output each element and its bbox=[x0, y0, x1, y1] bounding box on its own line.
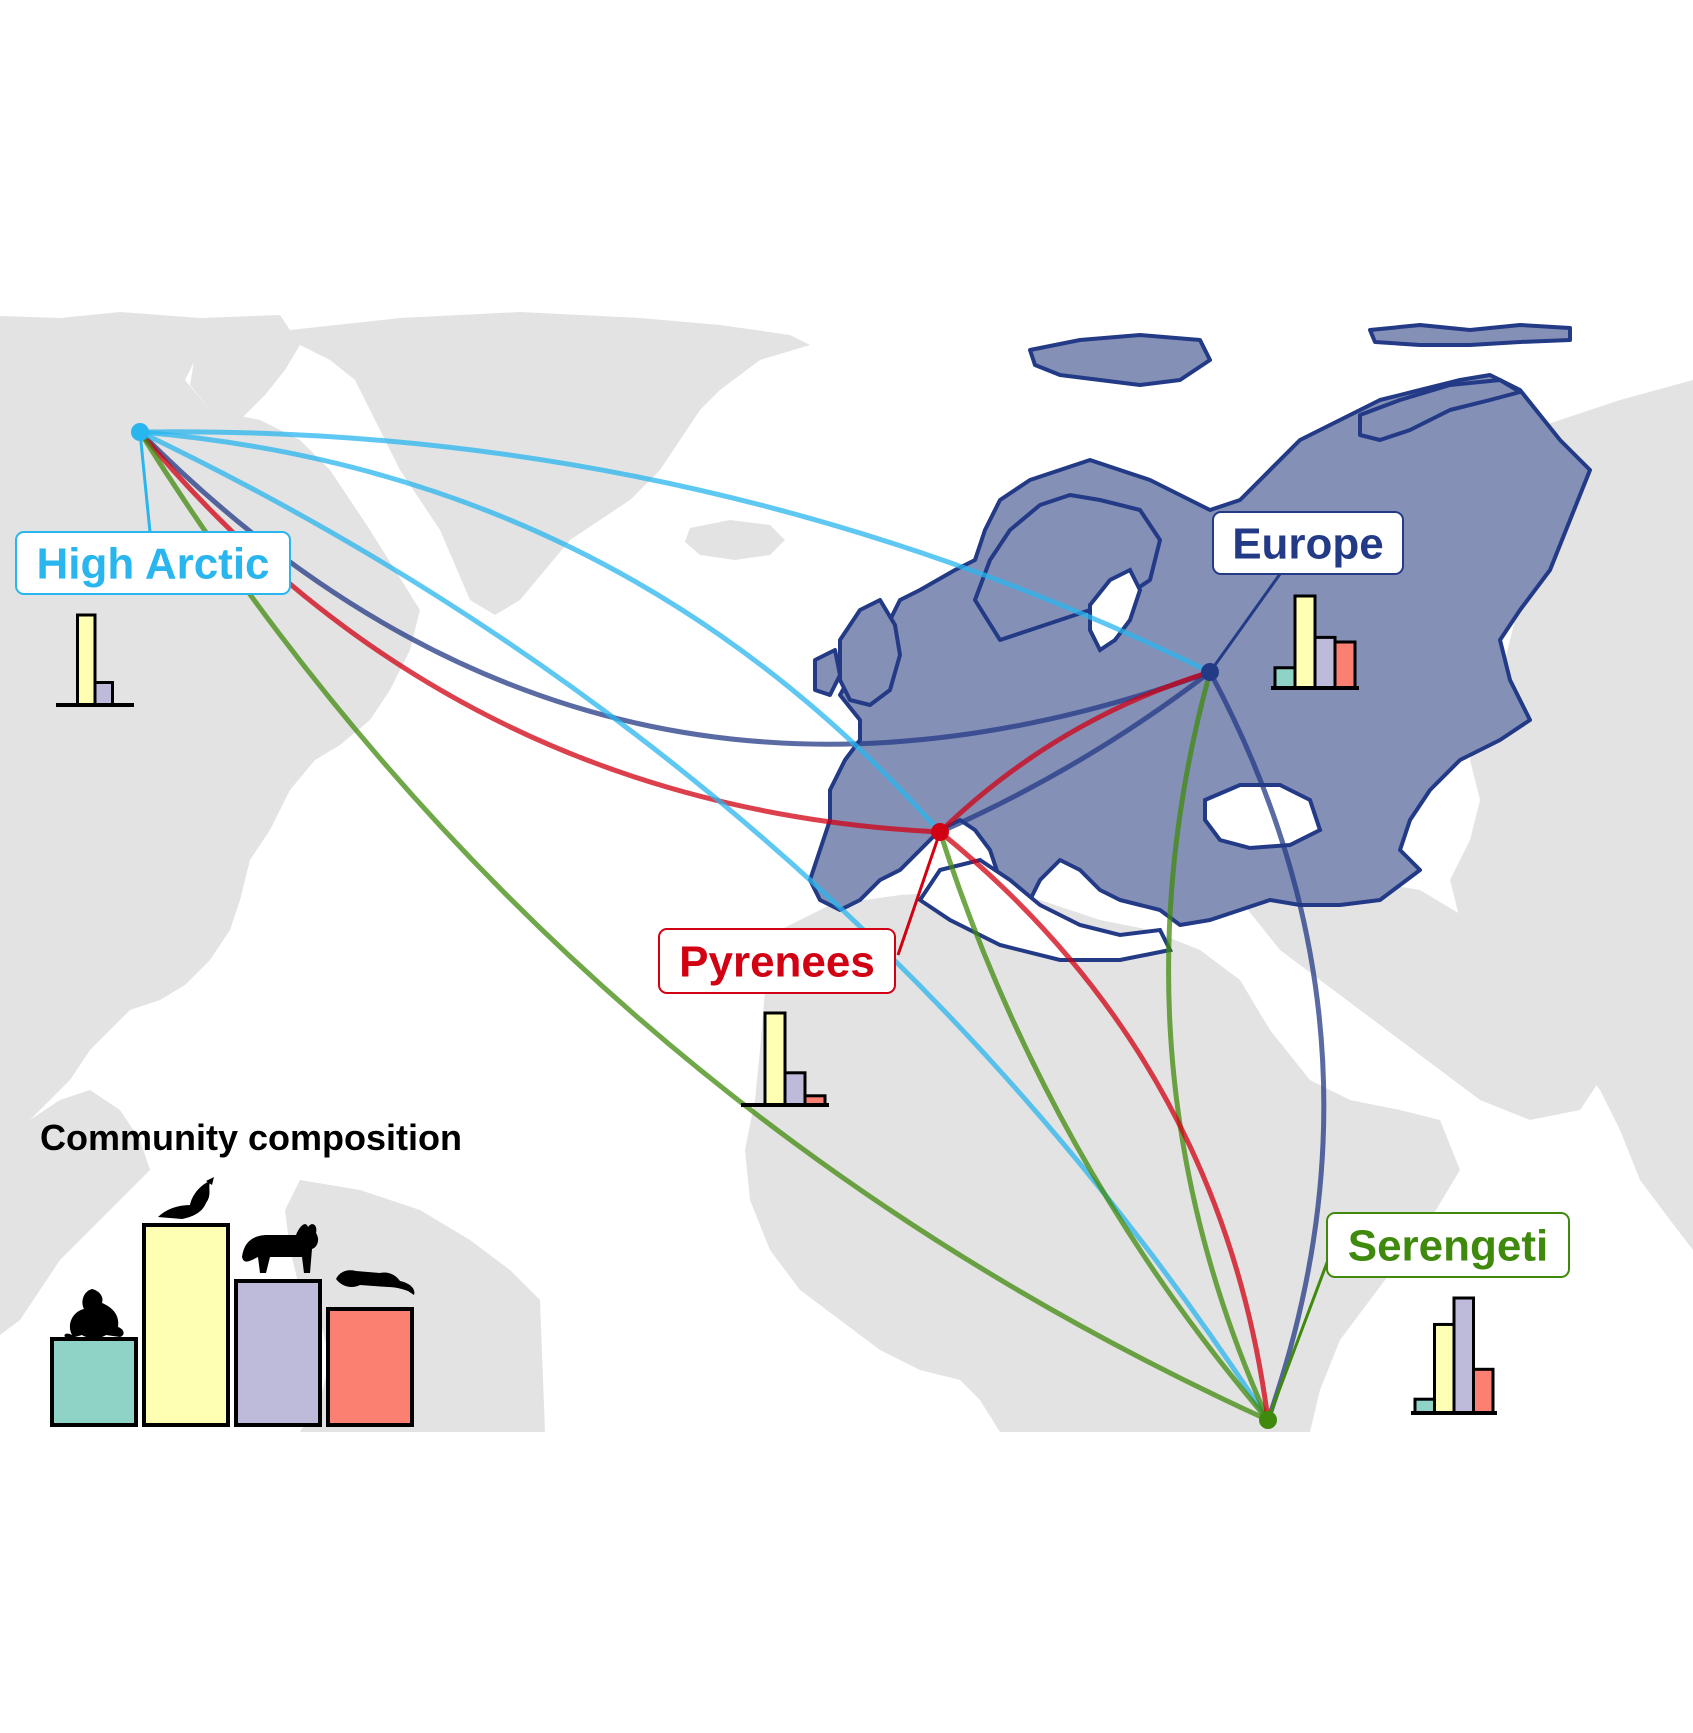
pyrenees-label: Pyrenees bbox=[679, 937, 875, 986]
serengeti-bar-reptiles bbox=[1472, 1367, 1495, 1415]
ireland bbox=[813, 648, 842, 697]
arc-europe-to-serengeti-serengeti bbox=[1166, 669, 1271, 1423]
serengeti-site: Serengeti bbox=[1266, 1212, 1570, 1421]
franz-josef-land bbox=[1368, 323, 1572, 347]
europe-label: Europe bbox=[1232, 519, 1384, 568]
central-america-landmass bbox=[0, 1090, 150, 1335]
legend-bar-birds bbox=[142, 1223, 230, 1427]
middle-east-landmass bbox=[1240, 880, 1600, 1120]
europe-bar-reptiles bbox=[1333, 640, 1357, 690]
high-arctic-site: High Arctic bbox=[15, 431, 291, 707]
arc-europe-to-serengeti-europe bbox=[1207, 669, 1327, 1423]
high-arctic-leader-line bbox=[138, 431, 152, 533]
asia-landmass bbox=[1440, 380, 1693, 1250]
community-composition-legend: Community composition bbox=[40, 1117, 462, 1427]
india-landmass bbox=[1600, 1080, 1693, 1250]
legend-bars bbox=[50, 1177, 415, 1427]
europe-bar-amphibians bbox=[1273, 666, 1297, 690]
europe-site: Europe bbox=[1208, 511, 1404, 690]
pyrenees-label-box bbox=[658, 928, 896, 994]
high-arctic-bar-mammals bbox=[93, 681, 114, 707]
legend-bar-amphibians bbox=[50, 1337, 138, 1427]
north-america-landmass bbox=[0, 312, 420, 1130]
arc-europe-to-pyrenees-europe bbox=[937, 669, 1213, 835]
serengeti-label-box bbox=[1326, 1212, 1570, 1278]
black-sea bbox=[1203, 783, 1323, 851]
arc-europe-to-pyrenees-pyrenees bbox=[937, 669, 1213, 835]
serengeti-bar-amphibians bbox=[1413, 1397, 1436, 1415]
svalbard bbox=[1028, 333, 1212, 387]
serengeti-leader-line bbox=[1266, 1259, 1330, 1421]
novaya-zemlya bbox=[1358, 378, 1522, 442]
arc-high-arctic-to-europe-high-arctic bbox=[137, 429, 1213, 675]
arc-pyrenees-to-serengeti-serengeti bbox=[937, 829, 1271, 1423]
baltic-sea bbox=[1088, 567, 1143, 653]
legend-bar-reptiles bbox=[326, 1307, 414, 1427]
bird-icon bbox=[158, 1177, 214, 1219]
serengeti-bar-mammals bbox=[1452, 1296, 1475, 1415]
europe-bar-mammals bbox=[1313, 635, 1337, 690]
europe-bar-birds bbox=[1293, 594, 1317, 690]
site-labels: High Arctic Europe Pyrenees Serengeti bbox=[15, 431, 1570, 1421]
lynx-icon bbox=[242, 1224, 319, 1273]
arctic-islands-landmass bbox=[190, 315, 300, 420]
european-seas bbox=[917, 567, 1323, 962]
south-america-landmass bbox=[285, 1180, 545, 1432]
frog-icon bbox=[64, 1289, 124, 1339]
pyrenees-bar-birds bbox=[763, 1011, 787, 1107]
europe-label-box bbox=[1212, 511, 1404, 575]
high-arctic-label: High Arctic bbox=[36, 539, 269, 588]
great-britain bbox=[838, 598, 902, 707]
europe-leader-line bbox=[1208, 573, 1282, 673]
mediterranean-sea bbox=[917, 857, 1173, 962]
pyrenees-bar-mammals bbox=[783, 1071, 807, 1107]
arc-high-arctic-to-serengeti-high-arctic bbox=[137, 429, 1271, 1423]
pyrenees-site: Pyrenees bbox=[658, 831, 942, 1107]
iceland-landmass bbox=[685, 520, 785, 560]
high-arctic-bar-birds bbox=[76, 613, 97, 707]
africa-landmass bbox=[745, 890, 1460, 1432]
lizard-icon bbox=[336, 1270, 415, 1295]
arc-high-arctic-to-serengeti-serengeti bbox=[137, 429, 1271, 1423]
arc-pyrenees-to-serengeti-pyrenees bbox=[937, 829, 1271, 1423]
scandinavia bbox=[973, 493, 1162, 642]
arc-high-arctic-to-pyrenees-high-arctic bbox=[137, 429, 943, 835]
serengeti-label: Serengeti bbox=[1348, 1221, 1549, 1270]
high-arctic-label-box bbox=[15, 531, 291, 595]
serengeti-bar-birds bbox=[1433, 1322, 1456, 1415]
legend-title: Community composition bbox=[40, 1117, 462, 1158]
legend-bar-mammals bbox=[234, 1279, 322, 1427]
pyrenees-leader-line bbox=[896, 831, 942, 956]
